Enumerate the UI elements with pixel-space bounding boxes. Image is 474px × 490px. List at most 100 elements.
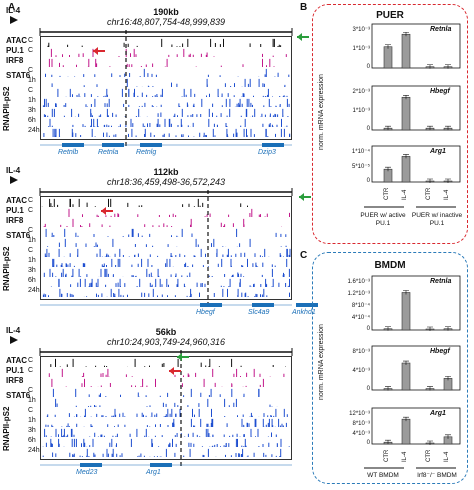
coordinate-label: chr16:48,807,754-48,999,839 [106, 17, 226, 27]
red-arrow-icon [169, 367, 181, 375]
gene-name: Dzip3 [258, 149, 276, 156]
timepoint-label: 6h [28, 117, 36, 124]
chart-gene-title: Retnla [430, 278, 452, 285]
x-tick-label: CTR [426, 187, 432, 200]
coordinate-label: chr10:24,903,749-24,960,316 [106, 337, 226, 347]
signal-peaks [51, 378, 264, 387]
red-arrow-icon [93, 47, 105, 55]
gene-name: Hbegf [196, 309, 215, 316]
track-name-rnapii: RNAPII-pS2 [2, 86, 11, 131]
timepoint-label: C [28, 197, 34, 204]
y-tick-label: 1.6*10⁻³ [347, 279, 370, 285]
track-row [44, 428, 277, 437]
signal-peaks [52, 258, 288, 267]
track-row [44, 248, 291, 257]
timepoint-label: 1h [28, 97, 36, 104]
bmdm-dashed-box [312, 252, 468, 484]
timepoint-label: 24h [28, 287, 40, 294]
error-bar [385, 326, 391, 331]
error-bar [445, 434, 451, 439]
track-row [43, 108, 289, 117]
signal-peaks [48, 58, 275, 67]
timepoint-label: C [28, 247, 34, 254]
track-row [52, 388, 260, 397]
track-name-rnapii: RNAPII-pS2 [2, 246, 11, 291]
error-bar [403, 290, 409, 295]
bar-chart-arg1 [371, 407, 461, 445]
il4-label: IL-4 [6, 6, 21, 15]
y-tick-label: 1*10⁻³ [352, 108, 370, 114]
bar [401, 362, 411, 391]
timepoint-label: C [28, 357, 34, 364]
puer-dashed-box [312, 4, 468, 244]
y-tick-label: 4*10⁻³ [352, 431, 370, 437]
plot-frame [371, 275, 461, 331]
error-bar [385, 125, 391, 131]
c-group-irf8: Irf8⁻/⁻ BMDM [417, 472, 457, 479]
timepoint-label: C [28, 367, 34, 374]
chart-gene-title: Arg1 [430, 410, 446, 417]
track-row [51, 378, 264, 387]
signal-peaks [47, 38, 282, 47]
track-row [50, 358, 286, 367]
track-row [57, 88, 288, 97]
b-y-axis-label: norm. mRNA expression [318, 74, 325, 150]
error-bar [445, 125, 451, 131]
timepoint-label: 1h [28, 397, 36, 404]
x-tick-label: IL-4 [444, 189, 450, 200]
signal-peaks [45, 68, 290, 77]
timepoint-label: C [28, 87, 34, 94]
scale-bar [39, 348, 293, 356]
scale-label: 56kb [155, 327, 177, 337]
panel-label-a: A [8, 2, 16, 13]
bar [401, 96, 411, 131]
y-tick-label: 12*10⁻³ [349, 411, 370, 417]
error-bar [385, 44, 391, 49]
track-name: STAT6 [6, 231, 31, 240]
signal-peaks [50, 278, 290, 287]
x-tick-label: IL-4 [402, 189, 408, 200]
green-arrow-icon [297, 33, 309, 41]
gene-model [40, 143, 292, 147]
y-tick-label: 8*10⁻⁴ [351, 303, 370, 309]
bar-chart-retnla [371, 23, 461, 69]
plot-frame [371, 145, 461, 183]
timepoint-label: C [28, 37, 34, 44]
error-bar [427, 386, 433, 391]
timepoint-label: 6h [28, 277, 36, 284]
y-tick-label: 0 [366, 440, 370, 446]
signal-peaks [48, 368, 285, 377]
signal-peaks [47, 238, 287, 247]
error-bar [445, 64, 451, 69]
signal-peaks [43, 108, 289, 117]
track-row [51, 78, 286, 87]
y-tick-label: 3*10⁻³ [352, 27, 370, 33]
track-row [50, 278, 290, 287]
y-tick-label: 1*10⁻³ [352, 46, 370, 52]
y-tick-label: 5*10⁻⁵ [352, 164, 370, 170]
gene-name: Slc4a9 [248, 309, 270, 316]
signal-peaks [46, 408, 288, 417]
error-bar [403, 360, 409, 366]
bar-chart-hbegf [371, 345, 461, 391]
error-bar [445, 326, 451, 331]
timepoint-label: 1h [28, 77, 36, 84]
error-bar [427, 64, 433, 69]
signal-peaks [55, 398, 278, 407]
track-row [52, 258, 288, 267]
plot-frame [371, 85, 461, 131]
tss-dashed-line [207, 190, 209, 306]
il4-label: IL-4 [6, 326, 21, 335]
track-name: STAT6 [6, 391, 31, 400]
bar-chart-retnla [371, 275, 461, 331]
track-row [45, 228, 287, 237]
il4-marker-icon [10, 176, 18, 184]
c-group-wt: WT BMDM [367, 472, 399, 479]
timepoint-label: 6h [28, 437, 36, 444]
coordinate-label: chr18:36,459,498-36,572,243 [106, 177, 226, 187]
error-bar [403, 94, 409, 100]
signal-peaks [43, 218, 282, 227]
error-bar [385, 439, 391, 445]
track-row [55, 398, 278, 407]
track-row [42, 98, 290, 107]
